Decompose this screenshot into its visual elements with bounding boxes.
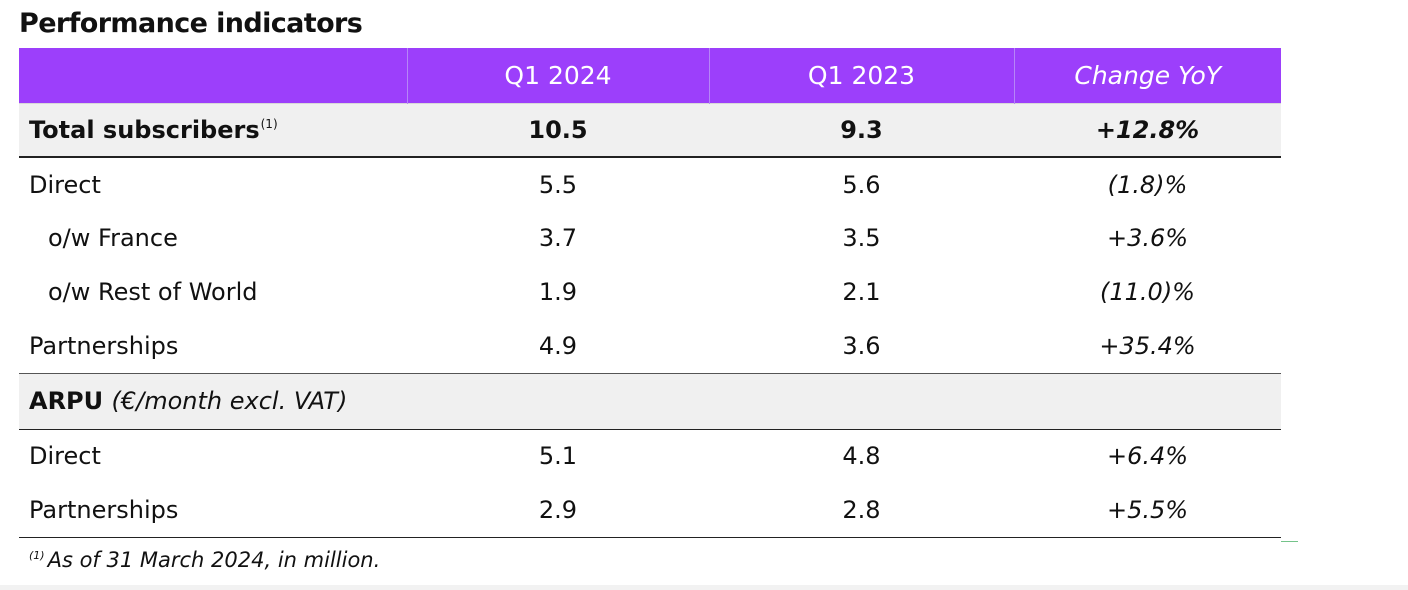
table-row-direct: Direct 5.5 5.6 (1.8)% bbox=[19, 157, 1281, 211]
footnote: (1) As of 31 March 2024, in million. bbox=[29, 542, 380, 574]
cell-change-yoy: +3.6% bbox=[1106, 224, 1189, 252]
cell-change-yoy: +12.8% bbox=[1095, 115, 1200, 144]
row-label: Partnerships bbox=[29, 331, 179, 360]
cell-change-yoy: (11.0)% bbox=[1100, 278, 1195, 306]
section-label-text: ARPU bbox=[29, 387, 104, 415]
cell-q1-2024: 5.5 bbox=[538, 170, 578, 199]
table-row-partnerships: Partnerships 4.9 3.6 +35.4% bbox=[19, 319, 1281, 373]
table-row-france: o/w France 3.7 3.5 +3.6% bbox=[19, 211, 1281, 265]
cell-q1-2024: 4.9 bbox=[538, 331, 578, 360]
column-header-q1-2023: Q1 2023 bbox=[709, 48, 1015, 103]
table-row-rest-of-world: o/w Rest of World 1.9 2.1 (11.0)% bbox=[19, 265, 1281, 319]
cell-q1-2024: 5.1 bbox=[538, 442, 578, 471]
table-row-arpu-partnerships: Partnerships 2.9 2.8 +5.5% bbox=[19, 483, 1281, 537]
row-label: Total subscribers(1) bbox=[19, 103, 407, 157]
cell-q1-2023: 4.8 bbox=[842, 442, 881, 471]
cell-q1-2024: 1.9 bbox=[538, 278, 578, 306]
cell-q1-2023: 9.3 bbox=[840, 115, 883, 144]
row-label: o/w France bbox=[48, 224, 178, 252]
row-label-text: Total subscribers bbox=[29, 115, 260, 144]
table-header-row: Q1 2024 Q1 2023 Change YoY bbox=[19, 48, 1281, 103]
cell-q1-2023: 3.6 bbox=[842, 331, 881, 360]
cell-change-yoy: +5.5% bbox=[1106, 495, 1189, 524]
footnote-text: As of 31 March 2024, in million. bbox=[47, 548, 381, 572]
row-label: Direct bbox=[29, 170, 101, 199]
page-title: Performance indicators bbox=[19, 8, 363, 39]
section-label: ARPU (€/month excl. VAT) bbox=[19, 373, 1281, 429]
row-label: o/w Rest of World bbox=[48, 278, 258, 306]
row-label: Partnerships bbox=[29, 495, 179, 524]
performance-table: Q1 2024 Q1 2023 Change YoY Total subscri… bbox=[19, 48, 1281, 538]
cell-q1-2023: 5.6 bbox=[842, 170, 881, 199]
page-bottom-band bbox=[0, 585, 1408, 590]
cell-change-yoy: +35.4% bbox=[1099, 331, 1196, 360]
cell-q1-2024: 10.5 bbox=[528, 115, 588, 144]
column-header-change-yoy: Change YoY bbox=[1074, 60, 1222, 90]
cell-q1-2024: 2.9 bbox=[538, 495, 578, 524]
cell-q1-2024: 3.7 bbox=[538, 224, 578, 252]
column-header-label bbox=[19, 48, 408, 103]
cell-q1-2023: 2.8 bbox=[842, 495, 881, 524]
cell-change-yoy: (1.8)% bbox=[1107, 170, 1188, 199]
divider-accent bbox=[1281, 541, 1298, 542]
cell-change-yoy: +6.4% bbox=[1106, 442, 1189, 471]
table-row-arpu-section: ARPU (€/month excl. VAT) bbox=[19, 373, 1281, 429]
footnote-marker: (1) bbox=[260, 116, 278, 131]
column-header-q1-2024: Q1 2024 bbox=[407, 48, 710, 103]
cell-q1-2023: 2.1 bbox=[842, 278, 881, 306]
table-row-total-subscribers: Total subscribers(1) 10.5 9.3 +12.8% bbox=[19, 103, 1281, 157]
row-label: Direct bbox=[29, 442, 101, 471]
table-row-arpu-direct: Direct 5.1 4.8 +6.4% bbox=[19, 429, 1281, 483]
footnote-marker: (1) bbox=[29, 549, 45, 562]
cell-q1-2023: 3.5 bbox=[842, 224, 881, 252]
section-unit: (€/month excl. VAT) bbox=[111, 387, 348, 415]
